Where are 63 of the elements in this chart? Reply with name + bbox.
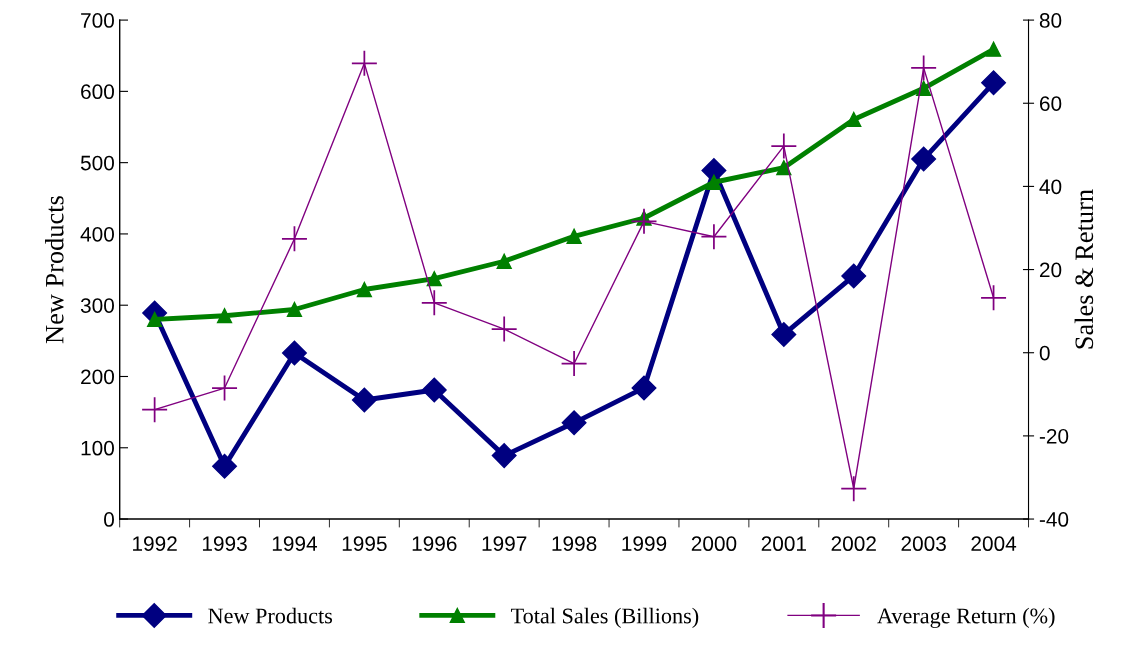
point xyxy=(911,146,937,172)
y-tick-label: 0 xyxy=(104,512,114,527)
point xyxy=(771,133,797,159)
x-tick-label: 2003 xyxy=(901,536,946,552)
point xyxy=(421,377,447,403)
point xyxy=(841,476,867,502)
point xyxy=(142,397,168,423)
y2-tick-label: -40 xyxy=(1039,512,1069,527)
point xyxy=(356,281,373,298)
point xyxy=(631,375,657,401)
y-tick-label: 500 xyxy=(80,155,114,171)
y-tick-label: 700 xyxy=(81,13,114,28)
point xyxy=(706,174,722,190)
point xyxy=(216,308,233,324)
x-tick-label: 1995 xyxy=(342,536,387,552)
point xyxy=(212,453,238,479)
point xyxy=(911,55,937,81)
y2-tick-label: 60 xyxy=(1039,96,1062,111)
point xyxy=(421,290,447,316)
x-tick-label: 1999 xyxy=(622,536,667,552)
point xyxy=(771,321,797,347)
y-tick-label: 300 xyxy=(80,298,114,313)
y2-tick-label: 0 xyxy=(1039,345,1050,361)
point xyxy=(286,301,303,318)
y-tick-label: 600 xyxy=(81,84,114,100)
x-tick-label: 1992 xyxy=(133,536,177,552)
legend-label: Average Return (%) xyxy=(877,607,1055,628)
point xyxy=(916,80,932,96)
y2-axis-title: Sales & Return xyxy=(1074,189,1094,349)
point xyxy=(985,41,1002,57)
point xyxy=(351,50,377,76)
point xyxy=(841,263,867,289)
point xyxy=(566,228,582,244)
x-tick-label: 2004 xyxy=(971,536,1017,552)
y2-tick-label: 80 xyxy=(1039,13,1062,28)
point xyxy=(701,224,727,250)
y2-tick-label: 20 xyxy=(1039,262,1062,278)
y-tick-label: 400 xyxy=(80,226,114,242)
point xyxy=(631,208,657,234)
x-tick-label: 1997 xyxy=(482,536,527,552)
point xyxy=(146,311,163,328)
legend-label: Total Sales (Billions) xyxy=(511,607,699,628)
x-tick-label: 2000 xyxy=(691,536,737,552)
x-tick-label: 1994 xyxy=(272,536,318,552)
y-tick-label: 100 xyxy=(81,440,114,456)
legend-label: New Products xyxy=(208,607,333,624)
point xyxy=(351,387,377,413)
point xyxy=(281,340,307,366)
x-tick-label: 2001 xyxy=(761,536,806,552)
x-tick-label: 1998 xyxy=(552,536,597,552)
x-tick-label: 1996 xyxy=(412,536,457,552)
point xyxy=(981,70,1007,96)
point xyxy=(496,253,512,269)
point xyxy=(491,316,517,342)
point xyxy=(491,443,517,469)
y-tick-label: 200 xyxy=(81,369,114,385)
point xyxy=(846,111,862,128)
x-tick-label: 1993 xyxy=(202,536,247,552)
y2-tick-label: -20 xyxy=(1039,428,1069,444)
y2-tick-label: 40 xyxy=(1039,179,1062,195)
point xyxy=(561,410,587,436)
x-tick-label: 2002 xyxy=(831,536,876,552)
y-axis-title: New Products xyxy=(45,196,64,344)
